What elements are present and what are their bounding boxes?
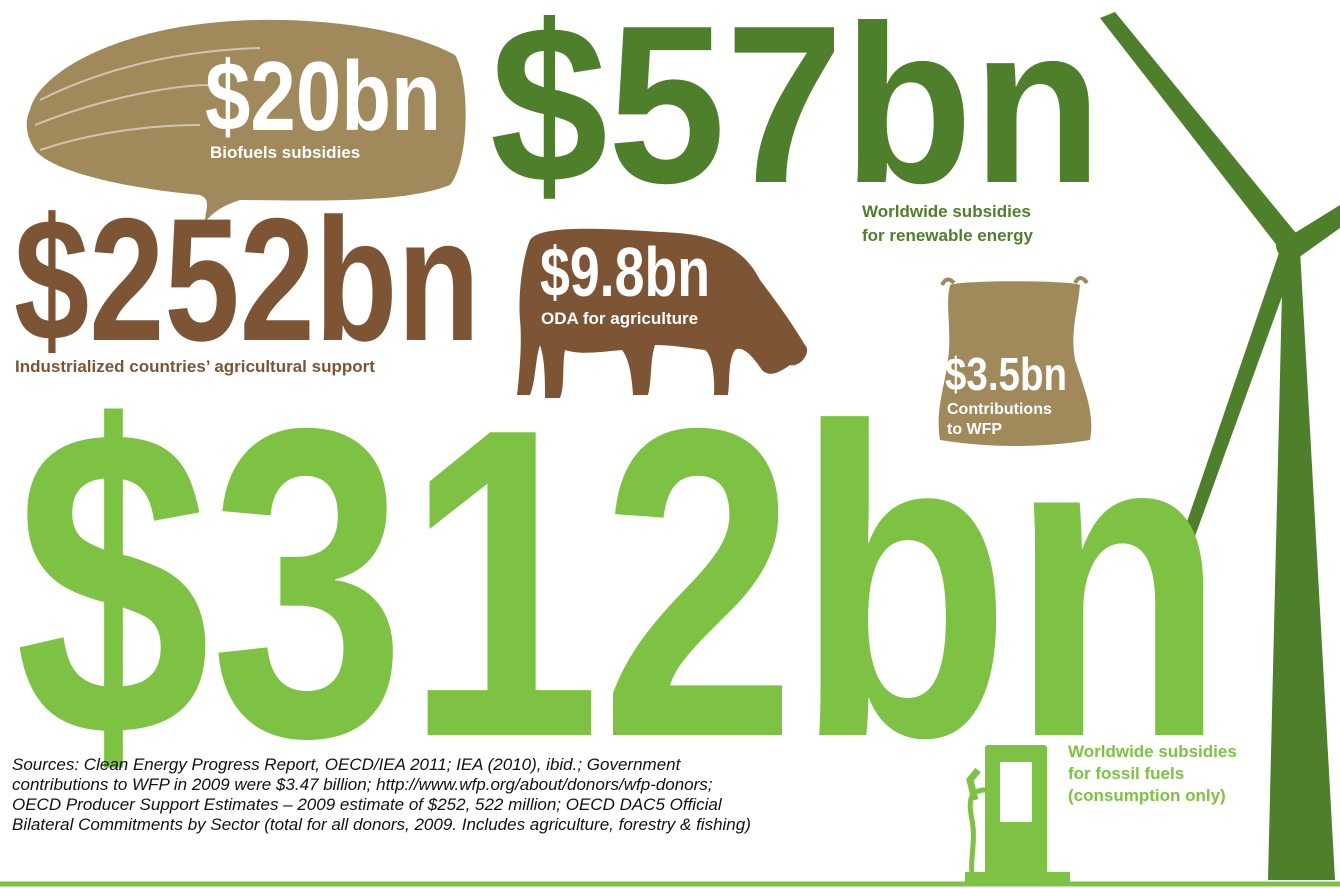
biofuels-amount: $20bn <box>205 41 441 151</box>
label-line: Worldwide subsidies <box>862 202 1031 221</box>
label-line: Contributions <box>947 401 1052 418</box>
source-line: contributions to WFP in 2009 were $3.47 … <box>12 775 713 794</box>
renewables-amount: $57bn <box>490 0 1102 230</box>
source-line: Bilateral Commitments by Sector (total f… <box>12 815 751 834</box>
wfp-amount: $3.5bn <box>945 348 1067 400</box>
infographic: $312bn $57bn $252bn $20bn $9.8bn $3.5bn … <box>0 0 1340 888</box>
sources: Sources: Clean Energy Progress Report, O… <box>12 755 751 834</box>
biofuels-label: Biofuels subsidies <box>210 143 360 162</box>
label-line: for fossil fuels <box>1068 764 1184 783</box>
agriculture-amount: $252bn <box>14 183 480 378</box>
label-line: to WFP <box>947 421 1002 438</box>
label-line: Worldwide subsidies <box>1068 742 1237 761</box>
oda-label: ODA for agriculture <box>541 309 698 328</box>
oda-amount: $9.8bn <box>540 233 710 311</box>
agriculture-label: Industrialized countries’ agricultural s… <box>15 357 375 376</box>
source-line: OECD Producer Support Estimates – 2009 e… <box>12 795 723 814</box>
label-line: for renewable energy <box>862 226 1034 245</box>
source-line: Sources: Clean Energy Progress Report, O… <box>12 755 682 774</box>
label-line: (consumption only) <box>1068 786 1226 805</box>
